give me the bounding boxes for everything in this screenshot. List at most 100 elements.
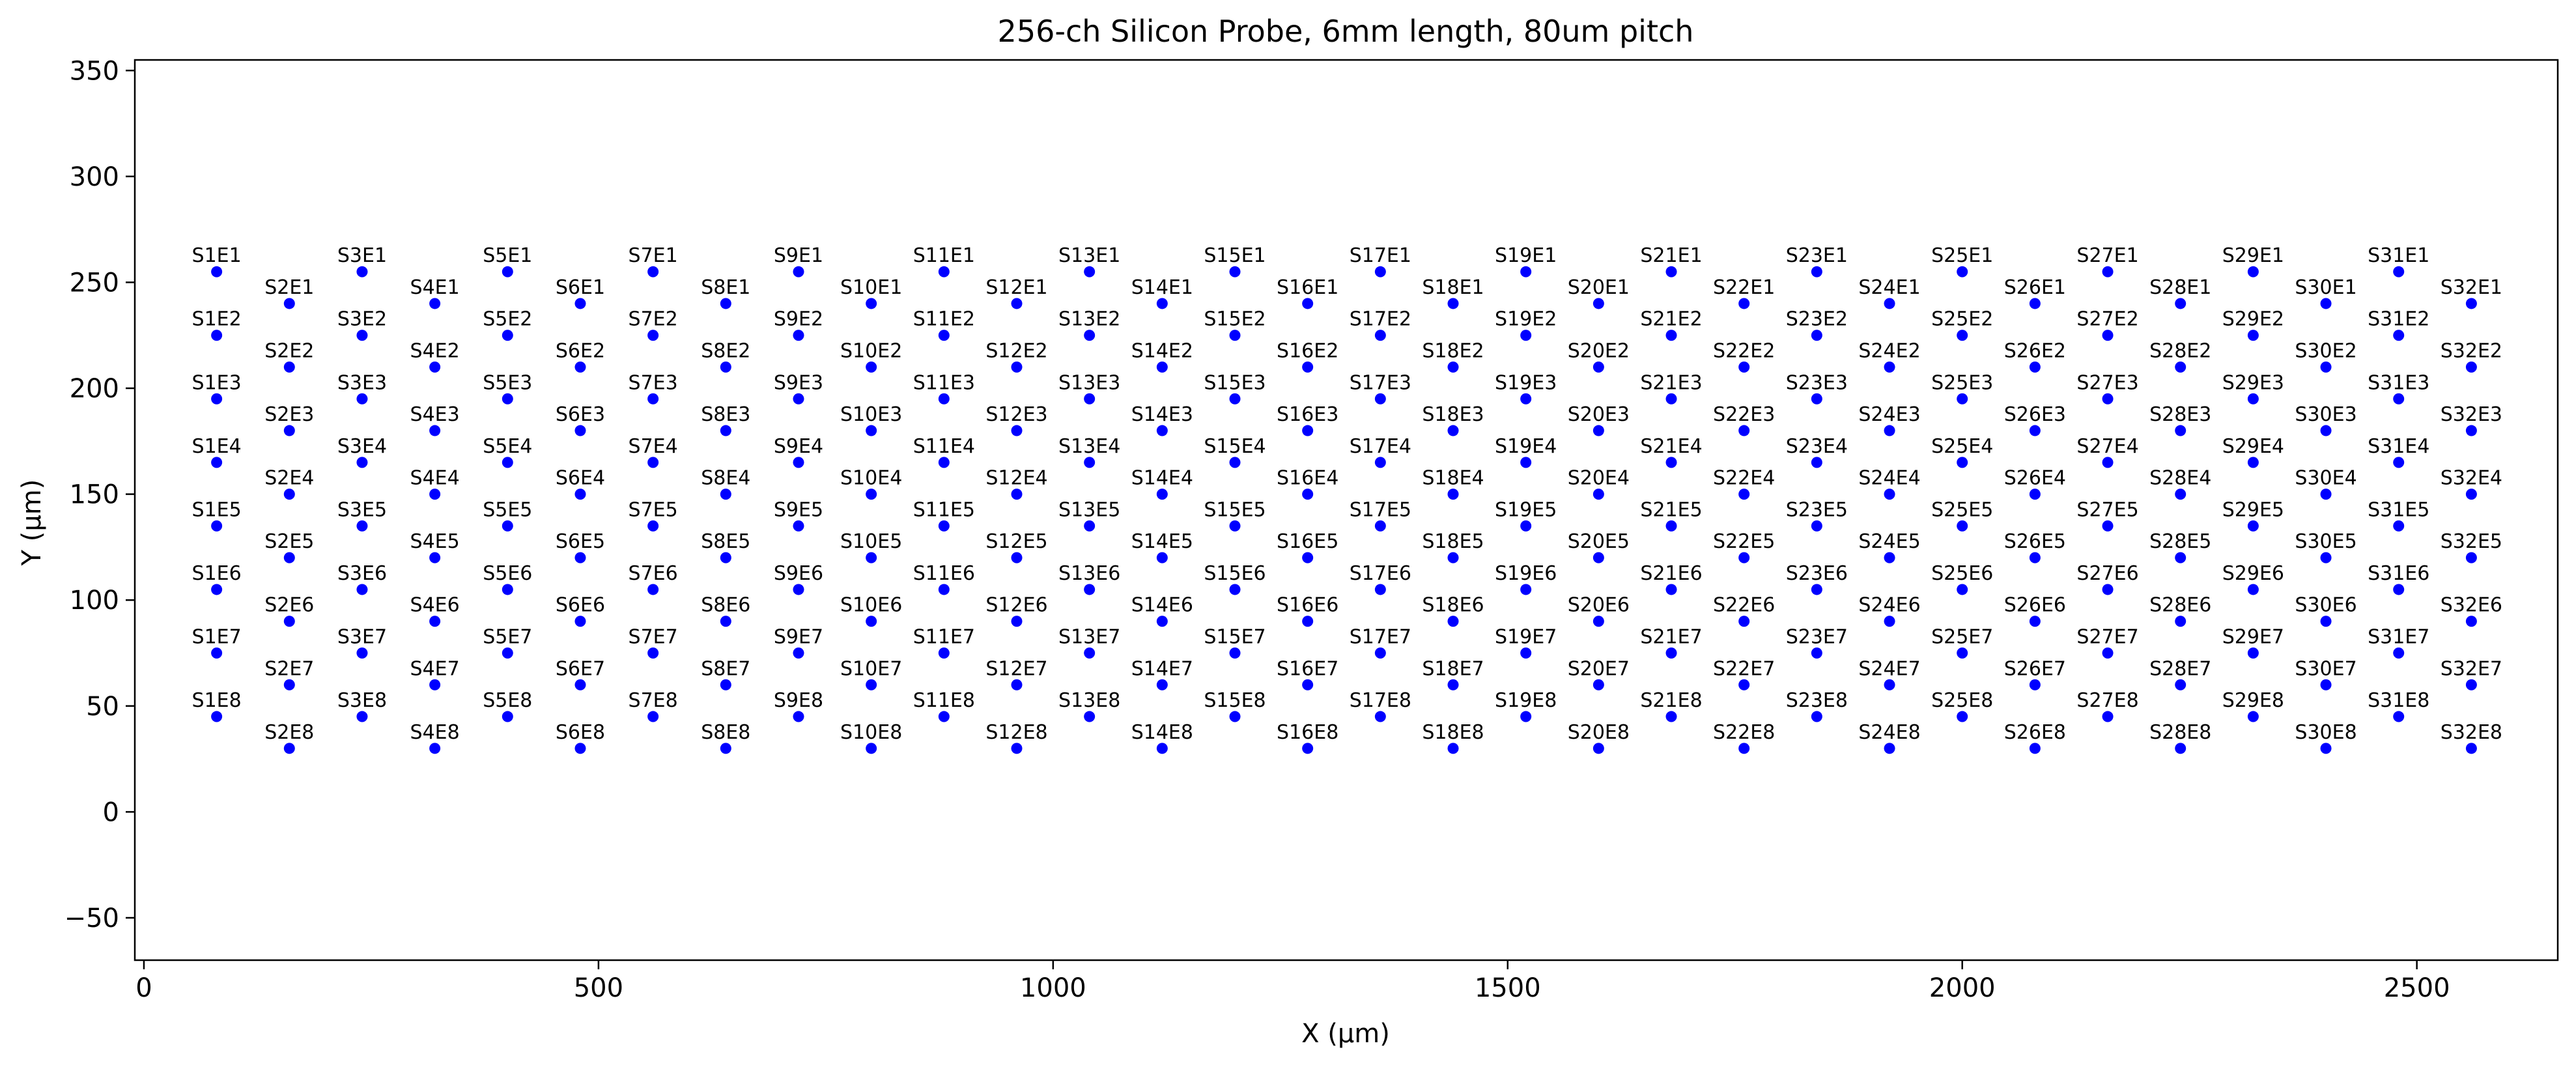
electrode-marker — [1884, 425, 1895, 436]
electrode-label: S11E4 — [913, 435, 975, 458]
electrode-label: S8E3 — [701, 403, 750, 426]
electrode-marker — [1374, 266, 1386, 277]
electrode-marker — [1811, 330, 1822, 341]
electrode-marker — [1738, 298, 1750, 309]
electrode-marker — [2102, 711, 2114, 722]
electrode-label: S15E3 — [1204, 371, 1266, 394]
electrode-label: S24E1 — [1858, 276, 1920, 299]
electrode-marker — [1156, 679, 1168, 690]
electrode-marker — [1592, 298, 1604, 309]
electrode-label: S23E4 — [1786, 435, 1848, 458]
electrode-label: S14E4 — [1131, 467, 1193, 490]
electrode-label: S8E2 — [701, 340, 750, 363]
electrode-marker — [429, 298, 441, 309]
electrode-marker — [2029, 362, 2041, 373]
electrode-marker — [429, 489, 441, 500]
electrode-marker — [2320, 425, 2332, 436]
electrode-marker — [1520, 330, 1532, 341]
electrode-label: S12E3 — [985, 403, 1047, 426]
electrode-marker — [2320, 489, 2332, 500]
electrode-marker — [938, 711, 950, 722]
electrode-label: S16E7 — [1277, 657, 1338, 680]
electrode-label: S26E6 — [2004, 594, 2066, 617]
electrode-marker — [1811, 457, 1822, 468]
electrode-marker — [2247, 711, 2259, 722]
electrode-marker — [938, 266, 950, 277]
electrode-marker — [2175, 425, 2187, 436]
electrode-marker — [1229, 266, 1241, 277]
electrode-marker — [1229, 520, 1241, 532]
electrode-marker — [2175, 679, 2187, 690]
electrode-marker — [720, 616, 731, 627]
electrode-marker — [2102, 520, 2114, 532]
plot-area — [134, 59, 2559, 961]
electrode-marker — [793, 647, 804, 659]
electrode-label: S7E1 — [629, 244, 678, 267]
electrode-marker — [211, 647, 223, 659]
electrode-label: S14E8 — [1131, 721, 1193, 744]
electrode-marker — [356, 266, 368, 277]
electrode-label: S3E8 — [337, 689, 387, 712]
electrode-marker — [1011, 616, 1023, 627]
electrode-marker — [938, 457, 950, 468]
electrode-marker — [2029, 616, 2041, 627]
electrode-label: S17E3 — [1350, 371, 1411, 394]
electrode-label: S12E4 — [985, 467, 1047, 490]
electrode-marker — [502, 457, 513, 468]
electrode-label: S13E7 — [1058, 625, 1120, 648]
y-tick-label: 0 — [103, 797, 119, 827]
electrode-marker — [1229, 330, 1241, 341]
electrode-label: S28E5 — [2149, 530, 2211, 553]
electrode-marker — [356, 330, 368, 341]
electrode-label: S21E5 — [1640, 498, 1702, 521]
electrode-label: S24E2 — [1858, 340, 1920, 363]
electrode-label: S11E2 — [913, 308, 975, 331]
electrode-label: S17E2 — [1350, 308, 1411, 331]
electrode-label: S18E6 — [1422, 594, 1484, 617]
y-axis: −50 0 50 100 150 200 250 300 350 — [64, 56, 135, 933]
electrode-marker — [1084, 584, 1096, 595]
electrode-marker — [1884, 489, 1895, 500]
x-tick-label: 1500 — [1475, 973, 1541, 1003]
electrode-marker — [1447, 298, 1459, 309]
electrode-label: S21E7 — [1640, 625, 1702, 648]
electrode-marker — [720, 489, 731, 500]
electrode-marker — [1156, 616, 1168, 627]
electrode-label: S10E5 — [840, 530, 902, 553]
electrode-marker — [1811, 393, 1822, 405]
electrode-marker — [1011, 362, 1023, 373]
electrode-marker — [1084, 393, 1096, 405]
y-tick-label: 100 — [70, 586, 119, 616]
electrode-label: S9E3 — [774, 371, 823, 394]
electrode-marker — [574, 679, 586, 690]
electrode-marker — [2465, 298, 2477, 309]
electrode-label: S22E2 — [1713, 340, 1775, 363]
electrode-label: S1E1 — [192, 244, 242, 267]
electrode-label: S11E1 — [913, 244, 975, 267]
electrode-marker — [720, 425, 731, 436]
electrode-marker — [574, 298, 586, 309]
electrode-label: S32E7 — [2441, 657, 2502, 680]
electrode-label: S23E6 — [1786, 562, 1848, 585]
electrode-marker — [2175, 616, 2187, 627]
electrode-marker — [720, 298, 731, 309]
electrode-label: S6E6 — [556, 594, 605, 617]
electrode-label: S13E6 — [1058, 562, 1120, 585]
electrode-marker — [1084, 520, 1096, 532]
electrode-marker — [1302, 743, 1314, 754]
electrode-marker — [1084, 330, 1096, 341]
electrode-label: S26E5 — [2004, 530, 2066, 553]
electrode-label: S31E6 — [2368, 562, 2429, 585]
electrode-marker — [1592, 362, 1604, 373]
electrode-label: S9E7 — [774, 625, 823, 648]
electrode-label: S17E4 — [1350, 435, 1411, 458]
electrode-label: S31E4 — [2368, 435, 2429, 458]
electrode-label: S27E6 — [2076, 562, 2138, 585]
electrode-marker — [938, 647, 950, 659]
electrode-marker — [1156, 552, 1168, 563]
electrode-marker — [1665, 520, 1677, 532]
electrode-label: S23E2 — [1786, 308, 1848, 331]
electrode-marker — [866, 362, 877, 373]
electrode-marker — [2247, 266, 2259, 277]
electrode-label: S21E1 — [1640, 244, 1702, 267]
